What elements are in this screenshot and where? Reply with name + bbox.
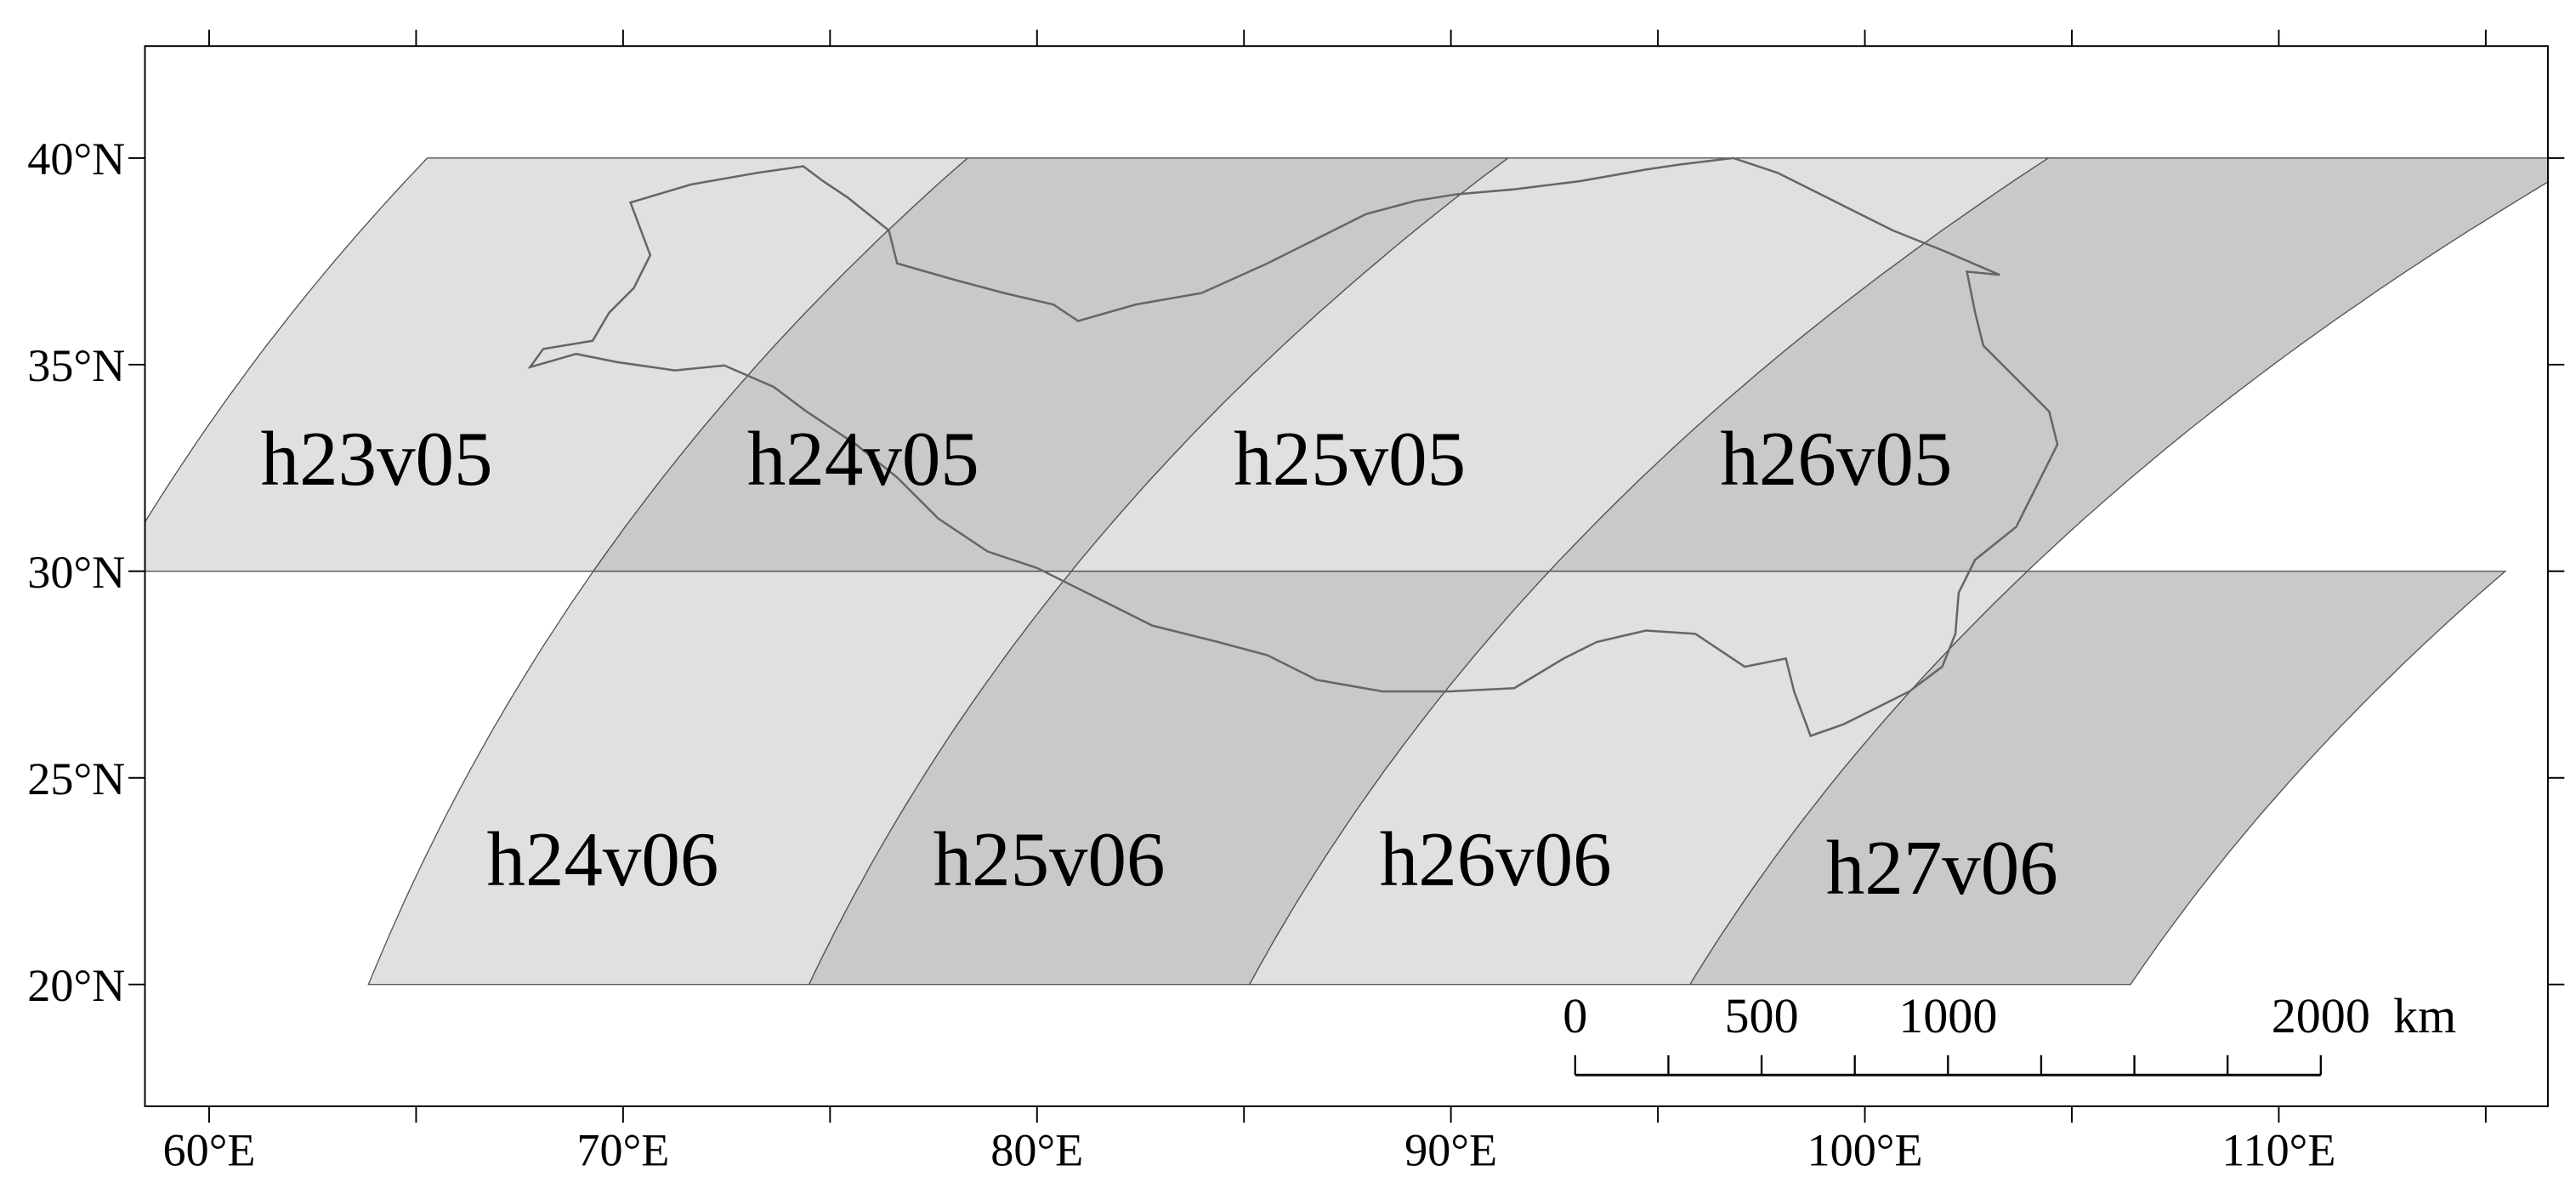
scale-bar-unit: km (2393, 988, 2456, 1043)
scale-bar-label: 1000 (1898, 988, 1997, 1043)
map-frame (144, 45, 2549, 1107)
latitude-label: 20°N (27, 960, 125, 1011)
tile-label: h24v05 (747, 416, 979, 502)
longitude-label: 80°E (990, 1125, 1083, 1176)
tile-label: h26v05 (1720, 416, 1952, 502)
tile-label: h25v06 (933, 816, 1166, 902)
longitude-label: 70°E (576, 1125, 669, 1176)
longitude-label: 90°E (1404, 1125, 1497, 1176)
latitude-label: 35°N (27, 340, 125, 391)
longitude-label: 110°E (2221, 1125, 2335, 1176)
scale-bar-label: 0 (1563, 988, 1587, 1043)
scale-bar-label: 500 (1725, 988, 1799, 1043)
latitude-label: 25°N (27, 753, 125, 804)
tile-label: h27v06 (1826, 825, 2058, 911)
scale-bar-label: 2000 (2272, 988, 2370, 1043)
label-layer: h23v05 h24v05 h25v05 h26v05 h24v06 h25v06 h26v… (27, 134, 2456, 1175)
tile-layer (145, 157, 2548, 986)
tile (1547, 157, 2548, 572)
longitude-label: 100°E (1807, 1125, 1923, 1176)
tile-label: h23v05 (261, 416, 493, 502)
tile-label: h24v06 (486, 816, 718, 902)
tile-label: h25v05 (1234, 416, 1466, 502)
tile-label: h26v06 (1380, 816, 1612, 902)
plateau-boundary (527, 156, 2059, 737)
tile (1688, 571, 2507, 986)
longitude-label: 60°E (163, 1125, 256, 1176)
latitude-label: 30°N (27, 547, 125, 598)
latitude-label: 40°N (27, 134, 125, 185)
